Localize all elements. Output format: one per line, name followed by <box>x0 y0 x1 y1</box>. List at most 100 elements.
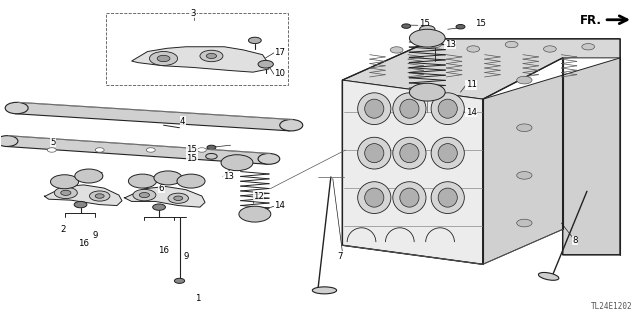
Circle shape <box>429 41 442 48</box>
Circle shape <box>456 25 465 29</box>
Ellipse shape <box>438 188 458 207</box>
Circle shape <box>419 88 436 97</box>
Ellipse shape <box>438 99 458 118</box>
Circle shape <box>207 145 216 150</box>
Circle shape <box>248 37 261 44</box>
Ellipse shape <box>438 144 458 163</box>
Text: 12: 12 <box>253 191 264 201</box>
Text: 6: 6 <box>183 175 189 184</box>
Circle shape <box>173 196 182 200</box>
Ellipse shape <box>358 182 391 213</box>
Text: 9: 9 <box>183 252 189 261</box>
Circle shape <box>280 120 303 131</box>
Circle shape <box>402 24 411 28</box>
Text: 15: 15 <box>474 19 486 28</box>
Text: TL24E1202: TL24E1202 <box>591 302 633 311</box>
Circle shape <box>410 83 445 101</box>
Text: 16: 16 <box>158 247 169 256</box>
Ellipse shape <box>431 93 465 124</box>
Circle shape <box>410 29 445 47</box>
Circle shape <box>83 173 95 179</box>
Circle shape <box>5 102 28 114</box>
Ellipse shape <box>365 188 384 207</box>
Text: 15: 15 <box>186 145 197 154</box>
Circle shape <box>582 44 595 50</box>
Circle shape <box>157 55 170 62</box>
Ellipse shape <box>365 144 384 163</box>
Circle shape <box>258 60 273 68</box>
Polygon shape <box>132 47 269 72</box>
Text: 1: 1 <box>195 294 200 303</box>
Circle shape <box>239 206 271 222</box>
Text: 6: 6 <box>74 176 79 185</box>
Circle shape <box>51 175 79 189</box>
Polygon shape <box>106 13 288 85</box>
Circle shape <box>516 172 532 179</box>
Text: 3: 3 <box>191 9 196 18</box>
Text: 6: 6 <box>97 173 102 182</box>
Circle shape <box>140 193 150 197</box>
Circle shape <box>168 193 188 203</box>
Text: 8: 8 <box>572 236 578 245</box>
Text: FR.: FR. <box>580 14 602 27</box>
Polygon shape <box>124 187 205 207</box>
Polygon shape <box>342 80 483 264</box>
Ellipse shape <box>365 99 384 118</box>
Circle shape <box>467 46 479 52</box>
Circle shape <box>95 194 104 198</box>
Text: 9: 9 <box>93 231 98 240</box>
Ellipse shape <box>431 182 465 213</box>
Text: 13: 13 <box>223 172 234 181</box>
Ellipse shape <box>400 99 419 118</box>
Text: 14: 14 <box>466 108 477 117</box>
Text: 13: 13 <box>445 40 456 49</box>
Circle shape <box>505 41 518 48</box>
Text: 6: 6 <box>159 184 164 193</box>
Circle shape <box>74 201 87 208</box>
Circle shape <box>420 26 435 33</box>
Polygon shape <box>44 185 122 205</box>
Circle shape <box>205 153 217 159</box>
Text: 14: 14 <box>274 201 285 210</box>
Polygon shape <box>15 102 292 131</box>
Ellipse shape <box>358 137 391 169</box>
Circle shape <box>133 189 156 201</box>
Circle shape <box>47 148 56 152</box>
Polygon shape <box>6 136 270 164</box>
Circle shape <box>150 51 177 65</box>
Circle shape <box>390 47 403 53</box>
Circle shape <box>75 169 103 183</box>
Circle shape <box>129 174 157 188</box>
Circle shape <box>90 191 110 201</box>
Circle shape <box>61 190 71 196</box>
Text: 4: 4 <box>180 117 186 126</box>
Ellipse shape <box>393 93 426 124</box>
Text: 11: 11 <box>466 80 477 89</box>
Circle shape <box>247 210 262 218</box>
Text: 2: 2 <box>61 225 66 234</box>
Circle shape <box>543 46 556 52</box>
Circle shape <box>197 148 206 152</box>
Circle shape <box>95 148 104 152</box>
Circle shape <box>177 174 205 188</box>
Text: 17: 17 <box>274 48 285 57</box>
Circle shape <box>516 124 532 131</box>
Text: 15: 15 <box>186 154 197 163</box>
Circle shape <box>0 136 18 146</box>
Polygon shape <box>483 58 620 264</box>
Circle shape <box>221 155 253 171</box>
Circle shape <box>258 153 280 164</box>
Text: 7: 7 <box>337 252 342 261</box>
Circle shape <box>154 171 182 185</box>
Circle shape <box>147 148 156 152</box>
Ellipse shape <box>400 188 419 207</box>
Ellipse shape <box>431 137 465 169</box>
Circle shape <box>54 187 77 198</box>
Circle shape <box>516 76 532 84</box>
Ellipse shape <box>400 144 419 163</box>
Circle shape <box>184 178 197 184</box>
Ellipse shape <box>393 137 426 169</box>
Ellipse shape <box>393 182 426 213</box>
Circle shape <box>153 204 166 210</box>
Text: 5: 5 <box>51 137 56 146</box>
